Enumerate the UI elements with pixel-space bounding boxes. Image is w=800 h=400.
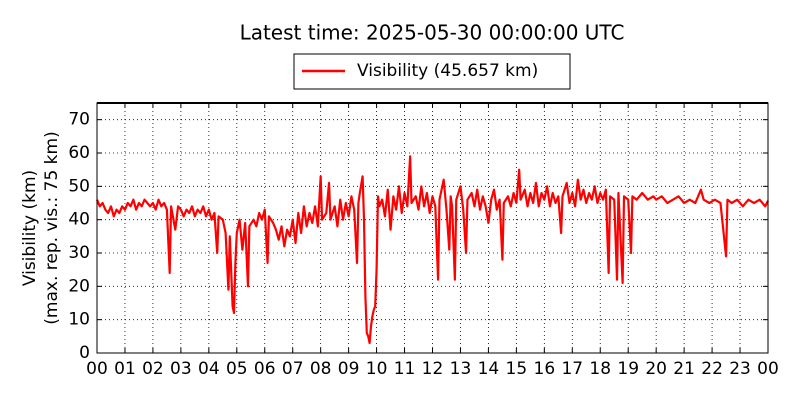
x-tick-label: 04 <box>198 359 220 379</box>
x-tick-label: 07 <box>282 359 304 379</box>
x-tick-label: 17 <box>561 359 583 379</box>
x-tick-label: 00 <box>86 359 108 379</box>
x-tick-label: 12 <box>422 359 444 379</box>
y-tick-label: 0 <box>79 343 90 363</box>
y-tick-label: 10 <box>68 310 90 330</box>
y-tick-label: 20 <box>68 276 90 296</box>
x-tick-label: 05 <box>226 359 248 379</box>
x-tick-label: 10 <box>366 359 388 379</box>
x-tick-label: 06 <box>254 359 276 379</box>
x-tick-label: 02 <box>142 359 164 379</box>
x-tick-label: 16 <box>534 359 556 379</box>
x-tick-label: 19 <box>617 359 639 379</box>
x-tick-label: 21 <box>673 359 695 379</box>
y-tick-label: 30 <box>68 243 90 263</box>
x-tick-label: 18 <box>589 359 611 379</box>
x-tick-label: 01 <box>114 359 136 379</box>
y-axis-label: Visibility (km) <box>20 170 40 286</box>
x-tick-label: 08 <box>310 359 332 379</box>
x-tick-label: 20 <box>645 359 667 379</box>
y-tick-label: 60 <box>68 143 90 163</box>
y-tick-label: 40 <box>68 210 90 230</box>
legend-label: Visibility (45.657 km) <box>357 61 538 81</box>
x-tick-label: 15 <box>506 359 528 379</box>
x-tick-label: 00 <box>757 359 779 379</box>
x-tick-label: 22 <box>701 359 723 379</box>
y-axis-label: (max. rep. vis.: 75 km) <box>42 131 62 324</box>
x-tick-label: 09 <box>338 359 360 379</box>
data-line <box>95 155 769 345</box>
x-tick-label: 03 <box>170 359 192 379</box>
x-tick-label: 11 <box>394 359 416 379</box>
x-tick-label: 13 <box>450 359 472 379</box>
y-tick-label: 70 <box>68 110 90 130</box>
chart-title: Latest time: 2025-05-30 00:00:00 UTC <box>240 21 625 45</box>
y-tick-label: 50 <box>68 176 90 196</box>
x-tick-label: 14 <box>478 359 500 379</box>
x-tick-label: 23 <box>729 359 751 379</box>
